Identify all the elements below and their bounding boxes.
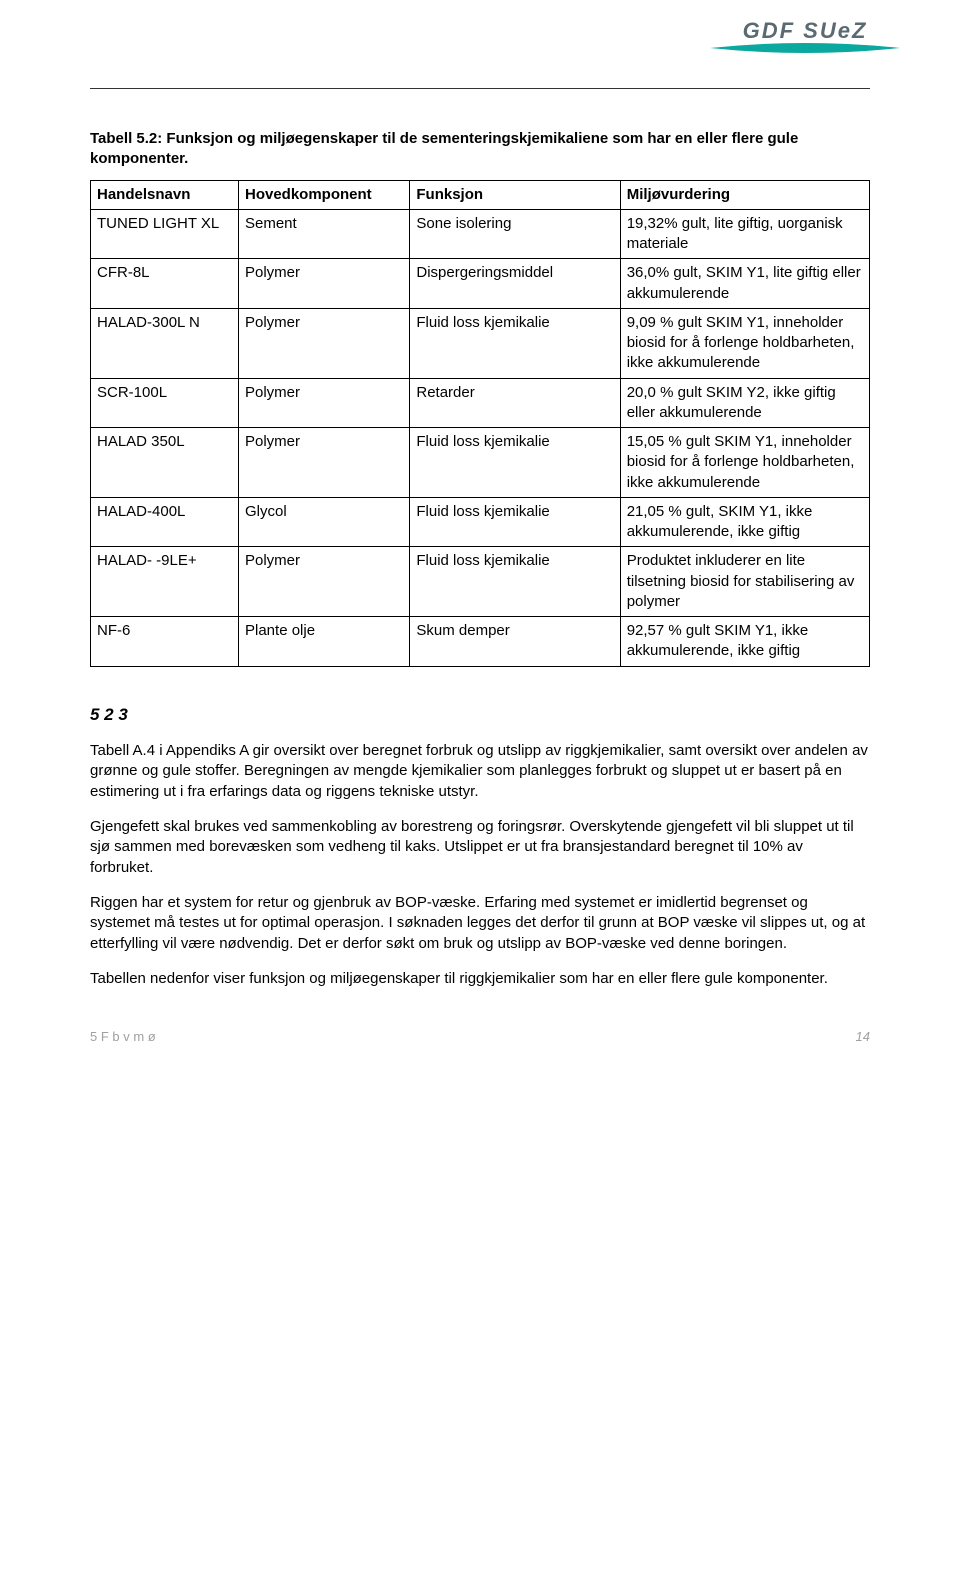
cell-funksjon: Fluid loss kjemikalie [410,497,620,547]
table-row: HALAD-300L N Polymer Fluid loss kjemikal… [91,308,870,378]
body-paragraph: Gjengefett skal brukes ved sammenkobling… [90,817,870,879]
section-number: 5 2 3 [90,705,870,725]
cell-handelsnavn: SCR-100L [91,378,239,428]
table-header-miljovurdering: Miljøvurdering [620,180,869,209]
footer-left-text: 5 F b v m ø [90,1029,156,1044]
table-row: CFR-8L Polymer Dispergeringsmiddel 36,0%… [91,259,870,309]
body-paragraph: Riggen har et system for retur og gjenbr… [90,893,870,955]
cell-funksjon: Fluid loss kjemikalie [410,547,620,617]
brand-logo: GDF SUeZ [710,18,900,54]
page-number: 14 [856,1029,870,1044]
table-header-funksjon: Funksjon [410,180,620,209]
cell-funksjon: Dispergeringsmiddel [410,259,620,309]
cell-miljovurdering: 20,0 % gult SKIM Y2, ikke giftig eller a… [620,378,869,428]
cell-handelsnavn: NF-6 [91,617,239,667]
table-row: HALAD- -9LE+ Polymer Fluid loss kjemikal… [91,547,870,617]
page-footer: 5 F b v m ø 14 [90,1029,870,1044]
table-row: SCR-100L Polymer Retarder 20,0 % gult SK… [91,378,870,428]
cell-handelsnavn: CFR-8L [91,259,239,309]
cell-miljovurdering: 15,05 % gult SKIM Y1, inneholder biosid … [620,428,869,498]
chemicals-table: Handelsnavn Hovedkomponent Funksjon Milj… [90,180,870,667]
header-divider [90,88,870,89]
table-row: HALAD 350L Polymer Fluid loss kjemikalie… [91,428,870,498]
brand-logo-text: GDF SUeZ [743,18,868,44]
cell-handelsnavn: HALAD 350L [91,428,239,498]
cell-funksjon: Skum demper [410,617,620,667]
cell-hovedkomponent: Plante olje [239,617,410,667]
document-page: GDF SUeZ Tabell 5.2: Funksjon og miljøeg… [0,0,960,1084]
table-row: HALAD-400L Glycol Fluid loss kjemikalie … [91,497,870,547]
cell-funksjon: Fluid loss kjemikalie [410,428,620,498]
cell-handelsnavn: HALAD- -9LE+ [91,547,239,617]
body-paragraph: Tabell A.4 i Appendiks A gir oversikt ov… [90,741,870,803]
table-row: NF-6 Plante olje Skum demper 92,57 % gul… [91,617,870,667]
cell-hovedkomponent: Polymer [239,259,410,309]
cell-handelsnavn: HALAD-400L [91,497,239,547]
table-row: TUNED LIGHT XL Sement Sone isolering 19,… [91,209,870,259]
cell-miljovurdering: 21,05 % gult, SKIM Y1, ikke akkumulerend… [620,497,869,547]
cell-funksjon: Retarder [410,378,620,428]
brand-logo-swoosh-icon [710,42,900,54]
cell-miljovurdering: 92,57 % gult SKIM Y1, ikke akkumulerende… [620,617,869,667]
table-header-hovedkomponent: Hovedkomponent [239,180,410,209]
cell-handelsnavn: HALAD-300L N [91,308,239,378]
cell-hovedkomponent: Polymer [239,378,410,428]
cell-miljovurdering: 36,0% gult, SKIM Y1, lite giftig eller a… [620,259,869,309]
cell-hovedkomponent: Glycol [239,497,410,547]
cell-funksjon: Fluid loss kjemikalie [410,308,620,378]
table-header-row: Handelsnavn Hovedkomponent Funksjon Milj… [91,180,870,209]
body-paragraph: Tabellen nedenfor viser funksjon og milj… [90,969,870,990]
table-header-handelsnavn: Handelsnavn [91,180,239,209]
cell-miljovurdering: 9,09 % gult SKIM Y1, inneholder biosid f… [620,308,869,378]
cell-hovedkomponent: Polymer [239,428,410,498]
cell-miljovurdering: Produktet inkluderer en lite tilsetning … [620,547,869,617]
cell-handelsnavn: TUNED LIGHT XL [91,209,239,259]
cell-funksjon: Sone isolering [410,209,620,259]
cell-hovedkomponent: Polymer [239,547,410,617]
cell-hovedkomponent: Polymer [239,308,410,378]
cell-hovedkomponent: Sement [239,209,410,259]
cell-miljovurdering: 19,32% gult, lite giftig, uorganisk mate… [620,209,869,259]
table-caption: Tabell 5.2: Funksjon og miljøegenskaper … [90,129,870,170]
